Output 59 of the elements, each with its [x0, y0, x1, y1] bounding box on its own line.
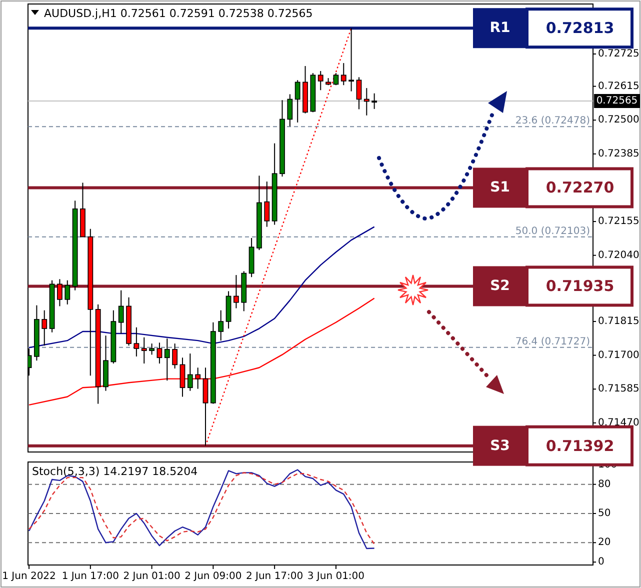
candlestick — [294, 80, 300, 123]
ref-line-label: S1 — [490, 180, 510, 196]
candlestick — [318, 70, 324, 91]
candlestick — [156, 342, 162, 364]
y-tick-label: 0.72500 — [598, 114, 640, 126]
y-tick-label: 0.72385 — [598, 148, 640, 160]
ref-line-label: S2 — [490, 278, 510, 294]
ref-line-label: S3 — [490, 438, 510, 454]
x-tick-label: 3 Jun 01:00 — [307, 571, 365, 582]
candlestick — [141, 336, 147, 364]
chart-title: AUDUSD.j,H1 0.72561 0.72591 0.72538 0.72565 — [44, 7, 313, 20]
x-tick-label: 2 Jun 09:00 — [184, 571, 242, 582]
candlestick — [340, 62, 346, 86]
y-tick-label: 0 — [598, 556, 604, 568]
candlestick — [187, 353, 193, 392]
candlestick — [348, 28, 354, 92]
y-tick-label: 80 — [598, 478, 611, 490]
candlestick — [264, 181, 270, 228]
candlestick — [164, 338, 170, 382]
y-tick-label: 0.72615 — [598, 80, 640, 92]
y-tick-label: 0.71700 — [598, 350, 640, 361]
candlestick — [118, 290, 124, 334]
candlestick — [172, 343, 178, 370]
y-tick-label: 0.72040 — [598, 250, 640, 261]
candlestick — [372, 92, 378, 110]
x-tick-label: 2 Jun 01:00 — [123, 571, 180, 582]
annotation: 0.71392 — [546, 436, 614, 455]
candlestick — [218, 310, 224, 342]
candlestick — [287, 94, 293, 127]
candlestick — [364, 88, 370, 116]
ref-line-label: R1 — [490, 20, 510, 36]
candlestick — [195, 367, 201, 390]
candlestick — [356, 76, 362, 110]
candlestick — [64, 280, 70, 305]
y-tick-label: 0.71815 — [598, 316, 640, 327]
candlestick — [333, 72, 339, 86]
candlestick — [42, 310, 48, 346]
x-tick-label: 2 Jun 17:00 — [246, 571, 304, 582]
y-tick-label: 50 — [598, 508, 611, 519]
ref-line-label: 23.6 (0.72478) — [515, 116, 590, 127]
y-tick-label: 20 — [598, 537, 611, 548]
candlestick — [134, 326, 140, 357]
ref-line-label: 50.0 (0.72103) — [515, 226, 590, 237]
candlestick — [57, 278, 62, 307]
y-tick-label: 0.72155 — [598, 216, 640, 228]
candlestick — [180, 357, 186, 398]
y-tick-label: 0.71585 — [598, 384, 640, 395]
annotation: 0.72813 — [546, 19, 614, 38]
annotation: 0.72270 — [546, 178, 614, 197]
ref-line-label: 76.4 (0.71727) — [515, 336, 590, 348]
x-tick-label: 1 Jun 2022 — [2, 571, 56, 582]
candlestick — [149, 343, 154, 356]
text: 0.72565 — [596, 96, 638, 107]
line-series — [28, 226, 375, 348]
chart-title: Stoch(5,3,3) 14.2197 18.5204 — [32, 465, 198, 478]
annotation: 0.71935 — [546, 277, 614, 296]
x-tick-label: 1 Jun 17:00 — [62, 571, 119, 582]
candlestick — [233, 274, 239, 309]
y-tick-label: 0.72725 — [598, 48, 640, 60]
